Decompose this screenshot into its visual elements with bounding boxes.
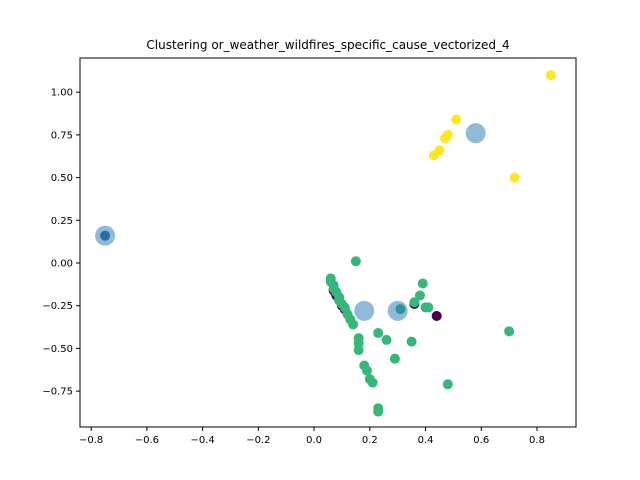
data-point-2-21 [373,406,384,417]
x-tick-label-4: 0.0 [306,435,322,446]
y-tick-label-6: 0.75 [51,130,73,141]
data-point-2-19 [367,377,378,388]
data-point-3-5 [509,172,520,183]
data-point-2-11 [348,319,359,330]
x-tick-label-3: −0.2 [246,435,270,446]
data-point-2-17 [362,365,373,376]
y-axis: −0.75 −0.50 −0.25 0.00 0.25 0.50 0.75 1.00 [42,88,80,398]
centroid-marker-0 [95,225,116,246]
data-point-2-23 [381,334,392,345]
x-tick-label-0: −0.8 [79,435,103,446]
data-point-3-1 [434,145,445,156]
y-tick-label-4: 0.25 [51,216,73,227]
data-point-2-14 [353,338,364,349]
data-point-2-27 [409,297,420,308]
y-tick-label-5: 0.50 [51,173,73,184]
data-point-2-28 [414,290,425,301]
data-point-2-24 [389,353,400,364]
data-point-2-22 [373,328,384,339]
x-tick-label-8: 0.8 [529,435,545,446]
y-tick-label-7: 1.00 [51,88,73,99]
data-point-2-31 [423,302,434,313]
chart-title: Clustering or_weather_wildfires_specific… [146,38,509,52]
y-tick-label-2: −0.25 [42,301,73,312]
centroid-marker-1 [354,300,375,321]
plot-frame [79,57,577,428]
data-point-2-15 [353,345,364,356]
x-tick-label-7: 0.6 [473,435,489,446]
data-point-2-26 [406,336,417,347]
data-point-2-12 [350,256,361,267]
y-tick-label-1: −0.50 [42,344,73,355]
x-tick-label-5: 0.2 [362,435,378,446]
y-tick-label-0: −0.75 [42,387,73,398]
data-point-2-29 [417,278,428,289]
data-point-3-4 [451,114,462,125]
data-point-3-3 [442,129,453,140]
centroid-marker-3 [465,123,486,144]
y-tick-label-3: 0.00 [51,259,73,270]
data-point-2-33 [504,326,515,337]
x-tick-label-2: −0.4 [190,435,214,446]
x-tick-label-6: 0.4 [418,435,434,446]
centroid-marker-2 [387,300,408,321]
x-tick-label-1: −0.6 [135,435,159,446]
data-point-0-5 [431,310,442,321]
centroid-layer [95,123,486,321]
data-point-3-6 [545,70,556,81]
x-axis: −0.8 −0.6 −0.4 −0.2 0.0 0.2 0.4 0.6 0.8 [79,427,545,446]
data-point-2-32 [442,379,453,390]
